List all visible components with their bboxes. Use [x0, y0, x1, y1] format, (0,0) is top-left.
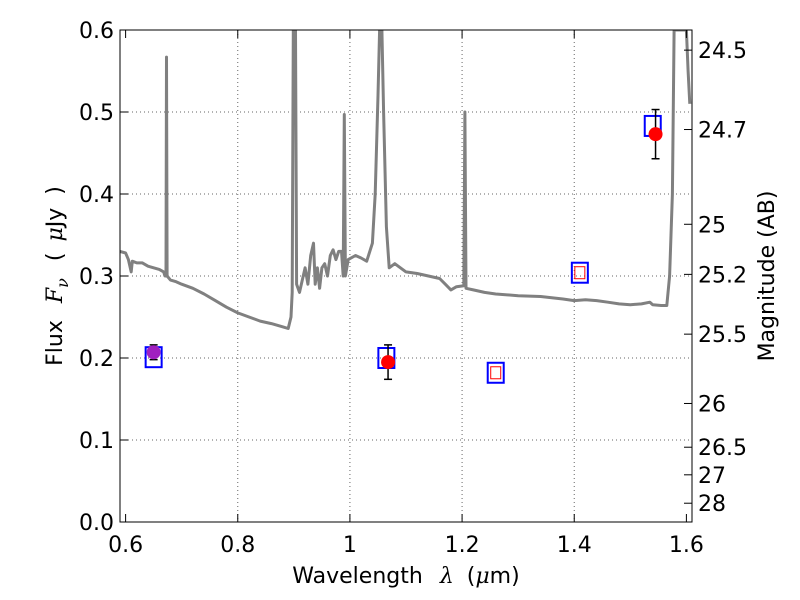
x-axis-label: Wavelength λ (μm)	[292, 564, 519, 589]
plot-frame	[119, 29, 693, 523]
y-axis-label-unit: Jy	[43, 208, 68, 230]
y-tick-label: 0.4	[79, 183, 114, 208]
y2-axis-label: Magnitude (AB)	[755, 191, 780, 362]
y-axis-label-paren-open: (	[43, 253, 68, 262]
y2-tick-label: 26.5	[698, 436, 747, 461]
y-axis-label-subscript: ν	[53, 278, 72, 288]
y2-tick-label: 27	[698, 464, 726, 489]
x-axis-label-paren-open: (	[467, 564, 476, 589]
x-tick-label: 1.6	[669, 533, 704, 558]
y-tick-label: 0.2	[79, 347, 114, 372]
photometry-marks	[144, 108, 663, 384]
x-axis-label-paren-close: )	[511, 564, 520, 589]
y2-tick-label: 25	[698, 213, 726, 238]
x-axis-label-mu: μ	[475, 564, 489, 589]
y2-tick-label: 26	[698, 392, 726, 417]
x-axis-label-unit: m	[490, 564, 511, 589]
observed-flux-point	[146, 345, 161, 360]
upper-limit-marker	[574, 266, 586, 280]
x-tick-label: 1.4	[557, 533, 592, 558]
x-tick-label: 0.6	[108, 533, 143, 558]
y2-tick-label: 28	[698, 492, 726, 517]
x-tick-label: 1	[343, 533, 357, 558]
y2-tick-label: 24.5	[698, 39, 747, 64]
y-axis-label-symbol: F	[43, 287, 68, 304]
y-axis-label-paren-close: )	[43, 186, 68, 195]
x-tick-label: 0.8	[220, 533, 255, 558]
model-photometry-box	[570, 261, 589, 284]
observed-flux-point	[648, 127, 663, 142]
y-axis-label-mu: μ	[43, 227, 68, 241]
y-tick-label: 0.1	[79, 429, 114, 454]
y-axis-label: Flux Fν ( μJy )	[43, 186, 74, 366]
model-spectrum-line	[120, 30, 692, 330]
x-axis-label-symbol: λ	[439, 564, 454, 589]
y2-tick-label: 25.5	[698, 323, 747, 348]
y-axis-label-prefix: Flux	[43, 320, 68, 366]
model-photometry-box	[486, 361, 505, 384]
x-axis-label-prefix: Wavelength	[292, 564, 423, 589]
y2-tick-label: 24.7	[698, 119, 747, 144]
y-tick-label: 0.6	[79, 19, 114, 44]
y-tick-label: 0.3	[79, 265, 114, 290]
y2-tick-label: 25.2	[698, 263, 747, 288]
observed-flux-point	[381, 355, 396, 370]
grid-lines	[120, 30, 692, 522]
upper-limit-marker	[490, 366, 502, 380]
y-tick-label: 0.0	[79, 511, 114, 536]
axis-ticks: 0.6 0.8 1 1.2 1.4 1.6 0.0 0.1 0.2 0.3 0.4 0.5 0.6 24.…	[79, 19, 747, 558]
y-tick-label: 0.5	[79, 101, 114, 126]
x-tick-label: 1.2	[445, 533, 480, 558]
